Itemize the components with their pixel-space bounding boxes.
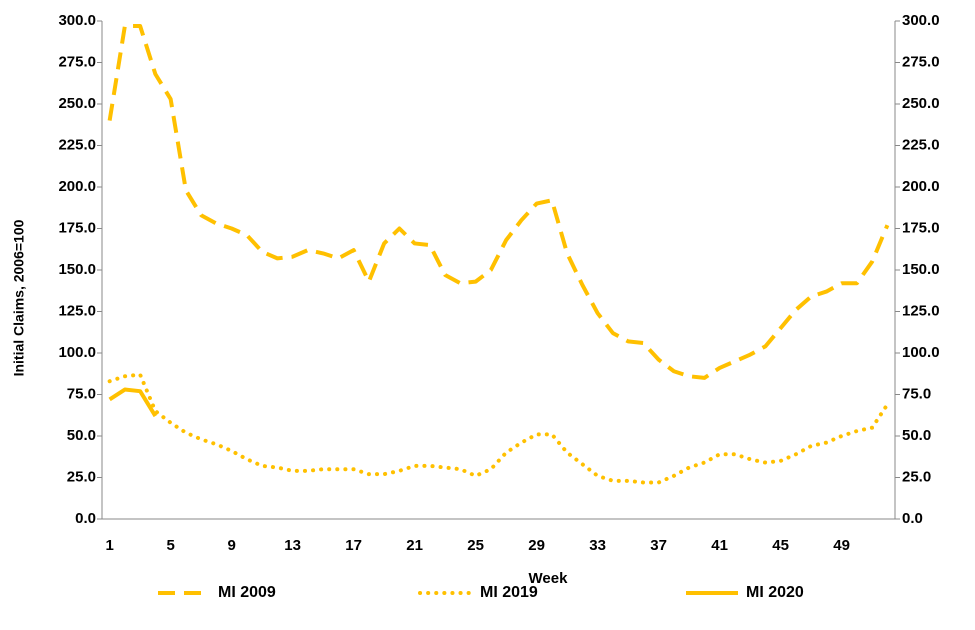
- x-tick-label: 5: [166, 537, 174, 554]
- y-tick-label: 200.0: [58, 178, 96, 195]
- x-tick-label: 49: [833, 537, 850, 554]
- y-tick-label: 150.0: [58, 261, 96, 278]
- series-line: [107, 23, 890, 380]
- x-tick-label: 41: [711, 537, 728, 554]
- x-tick-label: 25: [467, 537, 484, 554]
- y-tick-label: 100.0: [58, 344, 96, 361]
- x-tick-label: 21: [406, 537, 423, 554]
- series-line: [107, 372, 890, 485]
- y2-tick-label: 300.0: [902, 12, 940, 29]
- y2-tick-label: 175.0: [902, 219, 940, 236]
- legend-label: MI 2009: [218, 584, 276, 601]
- y-tick-label: 225.0: [58, 136, 96, 153]
- y-tick-label: 175.0: [58, 219, 96, 236]
- y-tick-label: 75.0: [67, 385, 96, 402]
- x-tick-label: 17: [345, 537, 362, 554]
- x-axis-label: Week: [529, 570, 569, 587]
- x-tick-label: 37: [650, 537, 667, 554]
- y-tick-label: 250.0: [58, 95, 96, 112]
- x-tick-label: 45: [772, 537, 789, 554]
- y-axis-label: Initial Claims, 2006=100: [11, 219, 27, 376]
- x-tick-label: 33: [589, 537, 606, 554]
- x-tick-label: 29: [528, 537, 545, 554]
- y-tick-label: 125.0: [58, 302, 96, 319]
- y2-tick-label: 75.0: [902, 385, 931, 402]
- x-tick-label: 9: [227, 537, 235, 554]
- y2-tick-label: 275.0: [902, 53, 940, 70]
- legend-label: MI 2020: [746, 584, 804, 601]
- y-tick-label: 25.0: [67, 468, 96, 485]
- y-tick-label: 300.0: [58, 12, 96, 29]
- y2-tick-label: 50.0: [902, 427, 931, 444]
- y2-tick-label: 225.0: [902, 136, 940, 153]
- x-tick-label: 13: [284, 537, 301, 554]
- series-line: [108, 387, 158, 418]
- y-tick-label: 0.0: [75, 510, 96, 527]
- y2-tick-label: 150.0: [902, 261, 940, 278]
- y2-tick-label: 25.0: [902, 468, 931, 485]
- y-tick-label: 275.0: [58, 53, 96, 70]
- y2-tick-label: 0.0: [902, 510, 923, 527]
- y2-tick-label: 125.0: [902, 302, 940, 319]
- y-tick-label: 50.0: [67, 427, 96, 444]
- y2-tick-label: 250.0: [902, 95, 940, 112]
- legend-label: MI 2019: [480, 584, 538, 601]
- x-tick-label: 1: [105, 537, 113, 554]
- y2-tick-label: 100.0: [902, 344, 940, 361]
- y2-tick-label: 200.0: [902, 178, 940, 195]
